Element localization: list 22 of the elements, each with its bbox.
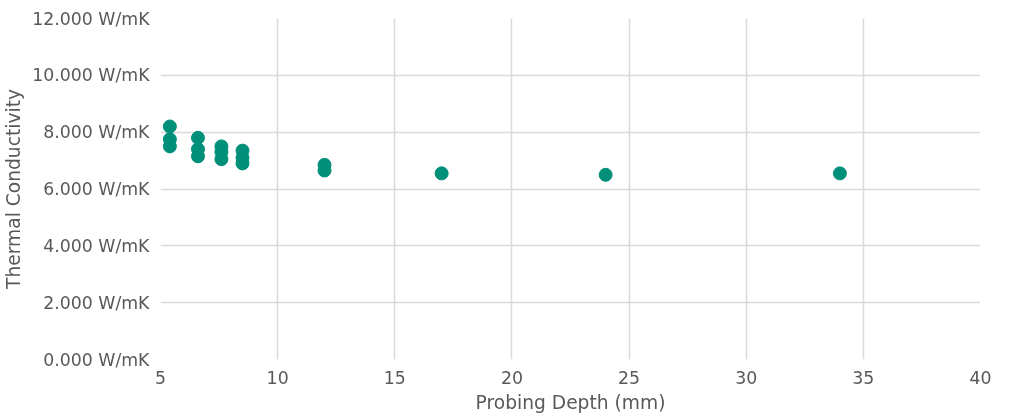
- point: [832, 166, 847, 181]
- x-tick-label: 30: [735, 367, 758, 388]
- y-tick-label: 0.000 W/mK: [43, 349, 151, 370]
- x-tick-label: 25: [618, 367, 641, 388]
- y-tick-label: 10.000 W/mK: [32, 65, 151, 86]
- point: [162, 119, 177, 134]
- y-tick-label: 4.000 W/mK: [43, 235, 151, 256]
- x-tick-label: 35: [852, 367, 875, 388]
- x-tick-label: 15: [383, 367, 406, 388]
- point: [434, 166, 449, 181]
- y-tick-label: 2.000 W/mK: [43, 292, 151, 313]
- y-tick-label: 6.000 W/mK: [43, 179, 151, 199]
- point: [598, 167, 613, 182]
- x-tick-label: 10: [266, 367, 289, 388]
- y-axis-title: Thermal Conductivity: [3, 88, 25, 291]
- x-axis-title: Probing Depth (mm): [475, 391, 666, 413]
- y-tick-label: 12.000 W/mK: [32, 8, 151, 29]
- x-tick-label: 20: [500, 367, 523, 388]
- y-tick-label: 8.000 W/mK: [43, 122, 151, 143]
- x-tick-label: 40: [969, 367, 992, 388]
- point: [190, 130, 205, 145]
- x-tick-label: 5: [154, 367, 167, 388]
